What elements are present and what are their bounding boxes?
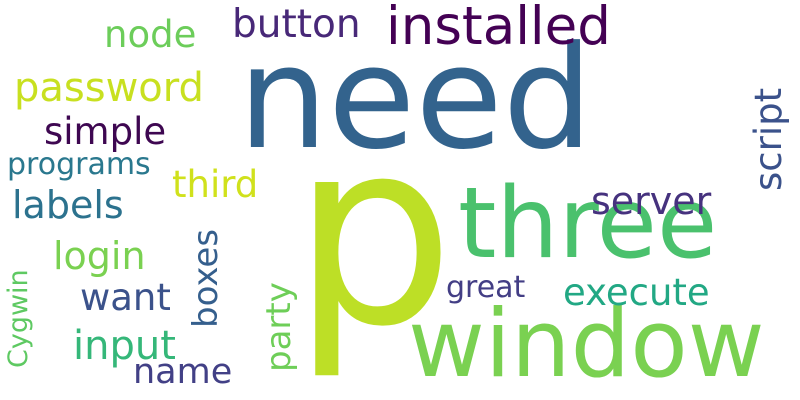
word-party: party (259, 282, 299, 372)
word-installed: installed (386, 0, 611, 57)
word-need: need (238, 16, 593, 181)
word-node: node (104, 13, 197, 56)
word-window: window (408, 290, 765, 399)
word-login: login (53, 234, 146, 278)
word-p: p (292, 85, 455, 383)
word-execute: execute (563, 271, 710, 314)
word-script: script (747, 87, 790, 191)
word-three: three (458, 167, 718, 281)
word-input: input (73, 323, 176, 369)
word-server: server (591, 179, 712, 223)
word-labels: labels (12, 183, 124, 227)
word-cygwin: Cygwin (3, 269, 34, 368)
word-great: great (446, 270, 526, 305)
word-simple: simple (44, 110, 167, 153)
word-button: button (232, 2, 361, 47)
word-programs: programs (7, 147, 151, 182)
word-name: name (133, 352, 233, 392)
word-password: password (14, 65, 204, 111)
word-want: want (80, 276, 171, 319)
word-third: third (172, 163, 259, 206)
word-boxes: boxes (186, 228, 226, 328)
